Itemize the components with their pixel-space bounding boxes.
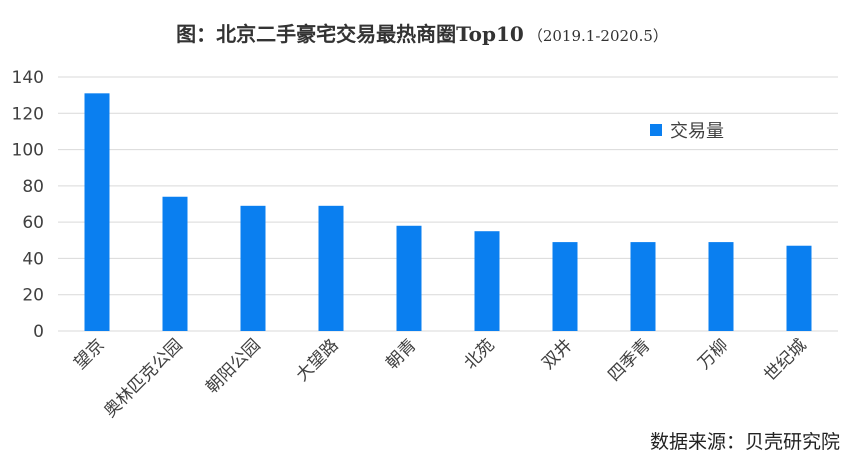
grid-lines [58, 76, 838, 332]
y-tick-label: 140 [12, 68, 44, 88]
x-tick-label: 朝青 [382, 335, 420, 373]
bar-万柳 [708, 242, 734, 331]
bar-奥林匹克公园 [162, 196, 188, 331]
y-tick-label: 0 [33, 322, 44, 342]
chart-title-subtitle: （2019.1-2020.5） [528, 27, 668, 45]
x-tick-label: 四季青 [604, 335, 654, 385]
x-tick-label: 奥林匹克公园 [100, 335, 186, 421]
y-tick-label: 100 [12, 141, 44, 161]
x-tick-label: 万柳 [694, 335, 732, 373]
bar-朝阳公园 [240, 205, 266, 331]
bar-北苑 [474, 231, 500, 331]
x-tick-label: 世纪城 [760, 335, 810, 385]
y-tick-label: 20 [22, 286, 44, 306]
bar-世纪城 [786, 245, 812, 331]
bar-大望路 [318, 205, 344, 331]
y-tick-label: 40 [22, 249, 44, 269]
x-tick-label: 双井 [538, 335, 576, 373]
chart-title-main: 图：北京二手豪宅交易最热商圈Top10 [176, 22, 524, 46]
x-tick-label: 望京 [70, 335, 108, 373]
source-note: 数据来源：贝壳研究院 [650, 431, 840, 453]
legend: 交易量 [650, 121, 724, 142]
x-tick-label: 朝阳公园 [202, 335, 264, 397]
x-tick-label: 北苑 [460, 335, 498, 373]
x-tick-label: 大望路 [292, 335, 342, 385]
chart-title: 图：北京二手豪宅交易最热商圈Top10 （2019.1-2020.5） [176, 22, 668, 46]
bar-双井 [552, 242, 578, 331]
bar-朝青 [396, 225, 422, 331]
y-tick-label: 120 [12, 104, 44, 124]
bars [84, 93, 812, 331]
bar-望京 [84, 93, 110, 331]
y-axis: 0 20 40 60 80 100 120 140 [12, 68, 44, 342]
legend-swatch [650, 124, 662, 136]
legend-label: 交易量 [670, 121, 724, 142]
y-tick-label: 80 [22, 177, 44, 197]
bar-四季青 [630, 242, 656, 331]
y-tick-label: 60 [22, 213, 44, 233]
